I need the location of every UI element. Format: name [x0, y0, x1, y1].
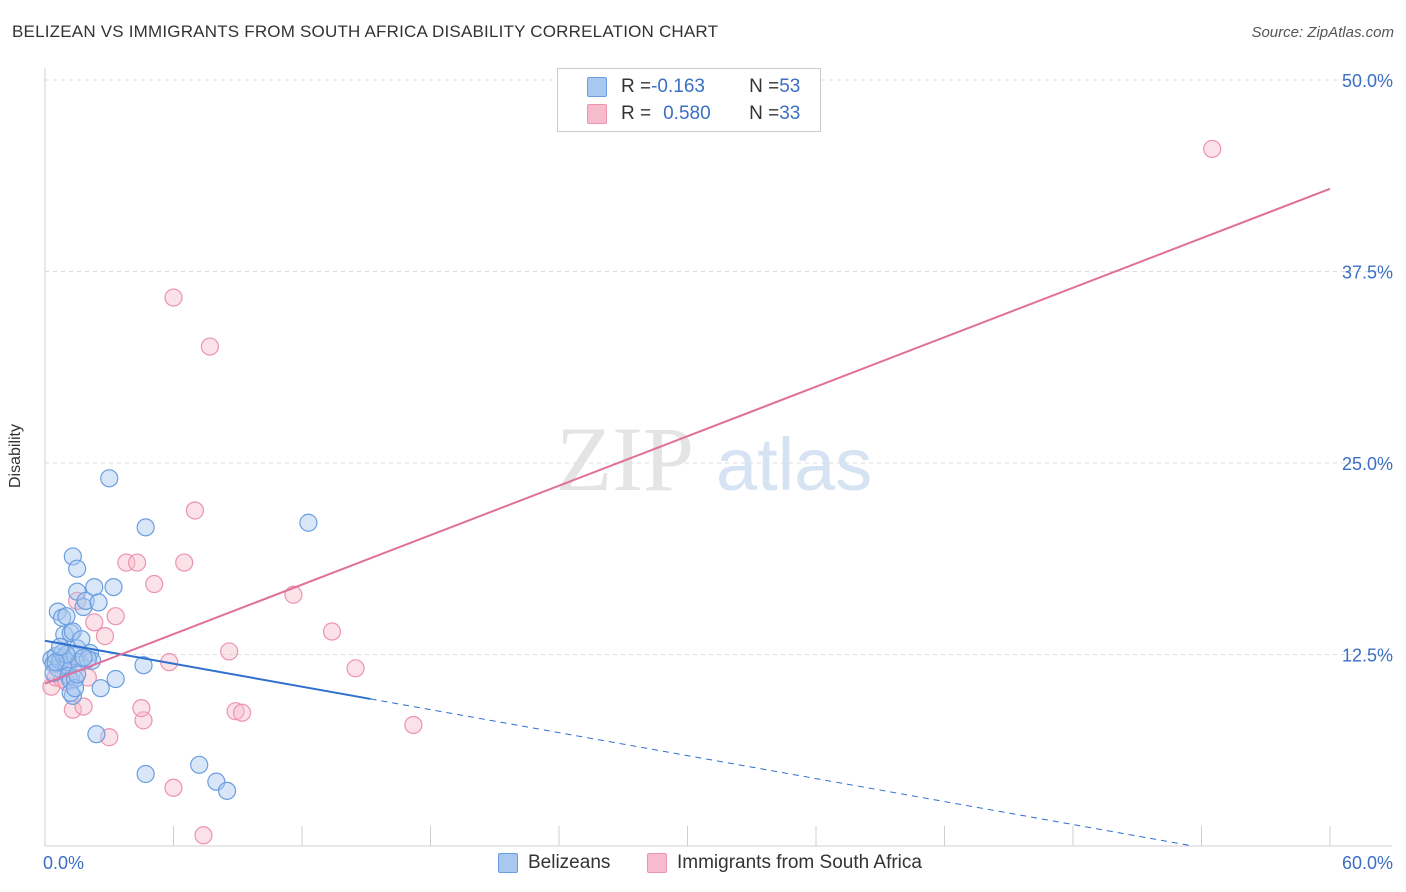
- y-tick-label: 12.5%: [1342, 646, 1393, 666]
- pink-point: [117, 553, 136, 572]
- n-value: 53: [779, 76, 801, 97]
- chart-title: BELIZEAN VS IMMIGRANTS FROM SOUTH AFRICA…: [12, 22, 719, 41]
- blue-point: [50, 637, 70, 656]
- blue-swatch: [498, 853, 518, 873]
- n-label: N =: [749, 76, 780, 97]
- blue-point: [91, 679, 110, 698]
- pink-trend-line: [44, 187, 1331, 685]
- blue-trend-line: [44, 639, 371, 700]
- blue-point: [217, 781, 237, 800]
- blue-point: [134, 656, 153, 675]
- r-label: R =: [621, 76, 652, 97]
- watermark: ZIP atlas: [556, 408, 872, 510]
- tick-labels: 12.5% 25.0% 37.5% 50.0% 0.0% 60.0%: [43, 71, 1393, 873]
- pink-point: [346, 659, 365, 678]
- pink-point: [164, 288, 183, 307]
- pink-point: [74, 697, 93, 716]
- trend-lines: [44, 187, 1331, 847]
- pink-point: [145, 574, 164, 594]
- pink-point: [322, 622, 342, 641]
- bottom-legend-label: Belizeans: [528, 852, 611, 873]
- pink-swatch: [587, 104, 607, 124]
- blue-point: [100, 469, 119, 488]
- y-tick-label: 25.0%: [1342, 454, 1393, 474]
- r-value: 0.580: [663, 103, 711, 124]
- pink-point: [164, 778, 183, 797]
- x-tick-label-min: 0.0%: [43, 853, 84, 873]
- pink-point: [95, 627, 115, 646]
- blue-series-points: [42, 469, 318, 800]
- pink-point: [175, 553, 194, 572]
- blue-trend-extension: [370, 698, 1194, 847]
- pink-point: [106, 607, 125, 626]
- axes: [44, 68, 1392, 847]
- blue-point: [87, 725, 106, 744]
- r-value: -0.163: [651, 76, 705, 97]
- bottom-legend-south-africa: Immigrants from South Africa: [647, 850, 922, 876]
- pink-point: [85, 613, 104, 632]
- x-tick-label-max: 60.0%: [1342, 853, 1393, 873]
- pink-point: [194, 826, 213, 845]
- correlation-legend: R = -0.163 N = 53 R = 0.580 N = 33: [557, 68, 821, 132]
- blue-point: [89, 593, 108, 612]
- blue-point: [106, 669, 125, 689]
- blue-point: [68, 559, 87, 578]
- blue-point: [57, 607, 76, 626]
- gridlines: [45, 79, 1392, 655]
- r-label: R =: [621, 103, 652, 124]
- bottom-legend-belizeans: Belizeans: [498, 850, 610, 876]
- bottom-legend-label: Immigrants from South Africa: [677, 852, 922, 873]
- blue-point: [85, 577, 104, 597]
- pink-point: [220, 642, 239, 661]
- watermark-zip: ZIP: [556, 408, 694, 510]
- blue-point: [136, 518, 155, 537]
- pink-point: [185, 501, 205, 520]
- watermark-atlas: atlas: [716, 423, 872, 506]
- blue-point: [74, 648, 93, 667]
- pink-point: [1203, 139, 1222, 159]
- blue-point: [104, 577, 123, 597]
- pink-point: [200, 337, 220, 356]
- blue-point: [65, 679, 85, 698]
- pink-point: [132, 699, 151, 718]
- pink-point: [404, 715, 423, 735]
- source-label: Source: ZipAtlas.com: [1251, 24, 1394, 41]
- pink-swatch: [647, 853, 667, 873]
- y-tick-label: 50.0%: [1342, 71, 1393, 91]
- n-label: N =: [749, 103, 780, 124]
- n-value: 33: [779, 103, 801, 124]
- pink-point: [226, 702, 245, 721]
- blue-point: [190, 755, 209, 774]
- y-tick-label: 37.5%: [1342, 263, 1393, 283]
- blue-swatch: [587, 77, 607, 97]
- blue-point: [46, 653, 65, 672]
- pink-point: [127, 553, 147, 572]
- blue-point: [299, 513, 318, 532]
- legend-row-belizeans: R = -0.163 N = 53: [558, 74, 800, 100]
- legend-row-south-africa: R = 0.580 N = 33: [558, 101, 800, 127]
- pink-point: [232, 703, 252, 722]
- blue-point: [136, 764, 155, 784]
